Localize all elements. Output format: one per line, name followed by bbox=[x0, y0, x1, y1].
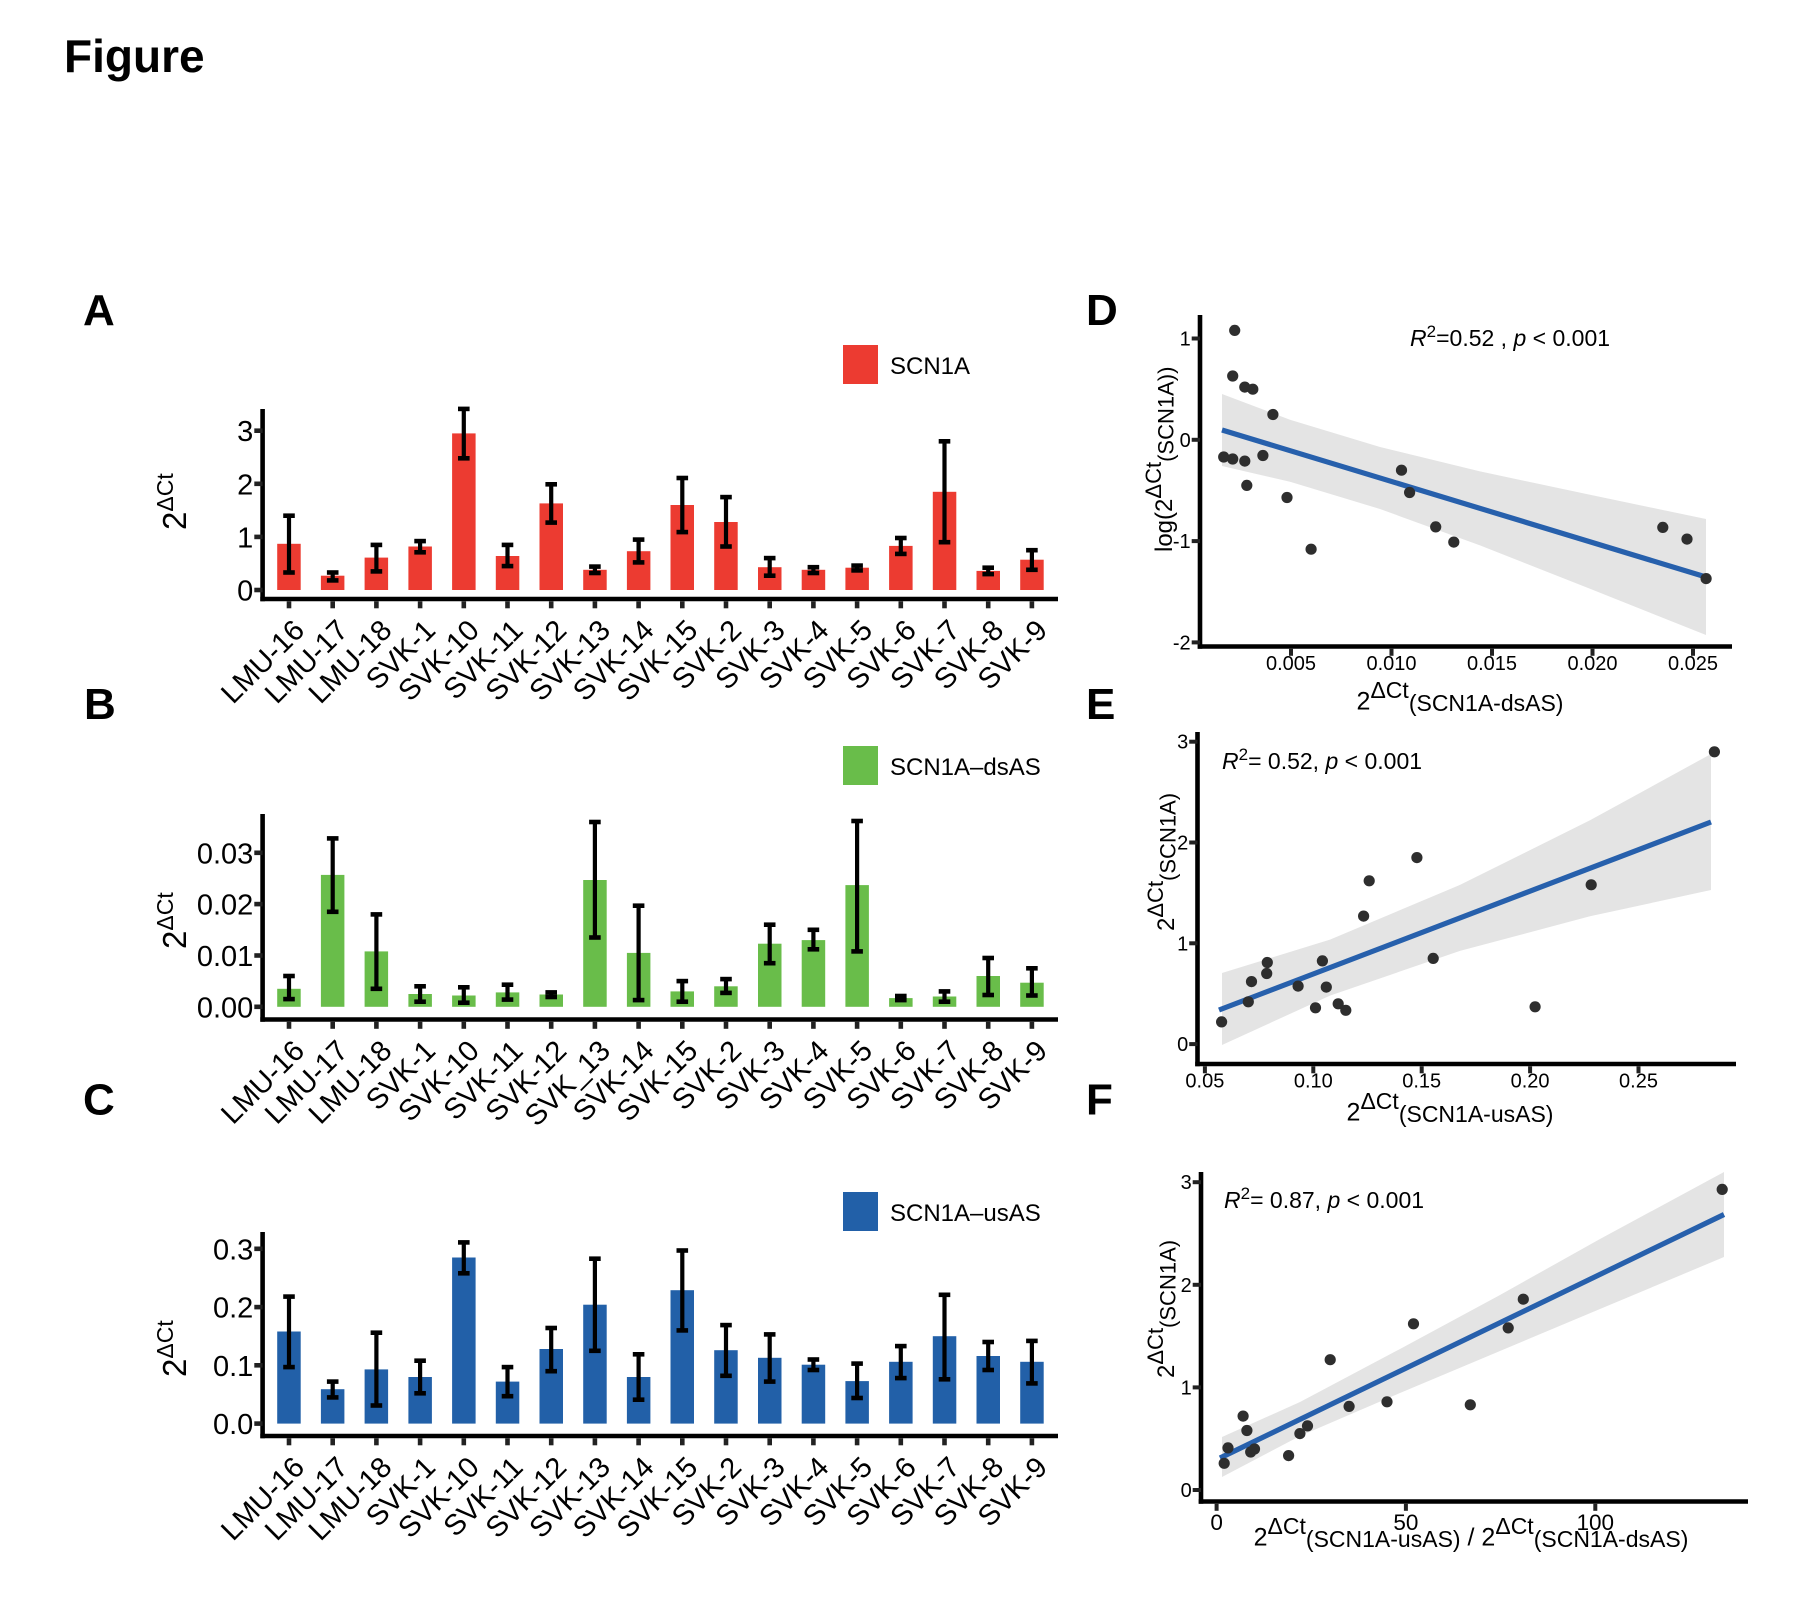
svg-text:0: 0 bbox=[1181, 1480, 1192, 1502]
svg-text:0.15: 0.15 bbox=[1402, 1070, 1441, 1092]
svg-text:SCN1A: SCN1A bbox=[890, 353, 970, 380]
svg-text:100: 100 bbox=[1577, 1510, 1615, 1535]
svg-text:0: 0 bbox=[1177, 1034, 1188, 1056]
svg-text:0.05: 0.05 bbox=[1185, 1070, 1224, 1092]
svg-text:0.01: 0.01 bbox=[197, 941, 253, 973]
svg-text:2: 2 bbox=[237, 469, 253, 501]
svg-text:R2= 0.87, p < 0.001: R2= 0.87, p < 0.001 bbox=[1224, 1184, 1424, 1213]
svg-text:0: 0 bbox=[237, 576, 253, 608]
svg-text:3: 3 bbox=[237, 416, 253, 448]
svg-text:0.20: 0.20 bbox=[1511, 1070, 1550, 1092]
svg-text:-1: -1 bbox=[1173, 531, 1191, 553]
svg-text:3: 3 bbox=[1181, 1172, 1192, 1194]
svg-text:0.02: 0.02 bbox=[197, 890, 253, 922]
svg-text:A: A bbox=[83, 286, 115, 335]
svg-text:R2= 0.52, p < 0.001: R2= 0.52, p < 0.001 bbox=[1222, 745, 1422, 774]
svg-text:0.00: 0.00 bbox=[197, 992, 253, 1024]
svg-text:0.3: 0.3 bbox=[213, 1234, 253, 1266]
svg-text:SCN1A–dsAS: SCN1A–dsAS bbox=[890, 754, 1041, 781]
svg-text:3: 3 bbox=[1177, 732, 1188, 754]
svg-text:2ΔCt: 2ΔCt bbox=[152, 473, 193, 530]
svg-text:0.1: 0.1 bbox=[213, 1351, 253, 1383]
svg-text:E: E bbox=[1086, 680, 1115, 729]
svg-text:1: 1 bbox=[1181, 1377, 1192, 1399]
svg-text:0: 0 bbox=[1180, 430, 1191, 452]
svg-text:SCN1A–usAS: SCN1A–usAS bbox=[890, 1200, 1041, 1227]
svg-text:0.025: 0.025 bbox=[1668, 653, 1718, 675]
svg-text:B: B bbox=[84, 680, 116, 729]
svg-text:1: 1 bbox=[1180, 329, 1191, 351]
svg-text:0.020: 0.020 bbox=[1567, 653, 1617, 675]
svg-text:0.10: 0.10 bbox=[1294, 1070, 1333, 1092]
svg-text:F: F bbox=[1086, 1076, 1113, 1125]
svg-text:50: 50 bbox=[1393, 1510, 1418, 1535]
svg-text:0.005: 0.005 bbox=[1266, 653, 1316, 675]
svg-text:C: C bbox=[83, 1076, 115, 1125]
svg-text:2: 2 bbox=[1181, 1275, 1192, 1297]
svg-text:R2=0.52 , p < 0.001: R2=0.52 , p < 0.001 bbox=[1410, 322, 1610, 351]
svg-text:0.2: 0.2 bbox=[213, 1293, 253, 1325]
svg-text:0.010: 0.010 bbox=[1366, 653, 1416, 675]
svg-text:1: 1 bbox=[1177, 933, 1188, 955]
svg-text:0: 0 bbox=[1210, 1510, 1223, 1535]
svg-text:D: D bbox=[1086, 286, 1118, 335]
svg-text:1: 1 bbox=[237, 522, 253, 554]
svg-text:2: 2 bbox=[1177, 833, 1188, 855]
svg-text:0.25: 0.25 bbox=[1619, 1070, 1658, 1092]
svg-text:Figure: Figure bbox=[64, 30, 205, 82]
svg-text:0.015: 0.015 bbox=[1467, 653, 1517, 675]
svg-text:-2: -2 bbox=[1173, 632, 1191, 654]
svg-text:0.03: 0.03 bbox=[197, 838, 253, 870]
svg-text:0.0: 0.0 bbox=[213, 1409, 253, 1441]
